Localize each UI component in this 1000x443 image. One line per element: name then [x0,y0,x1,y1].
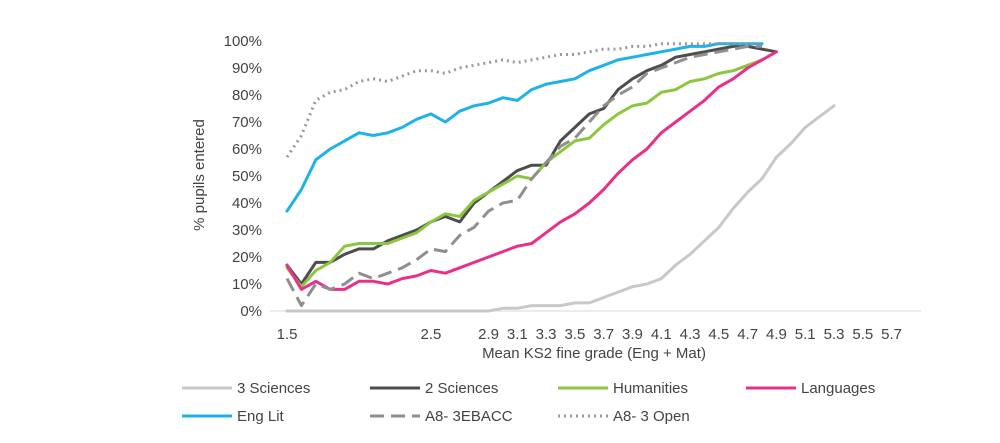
y-tick-label: 90% [232,60,262,77]
x-tick-label: 5.1 [795,326,816,343]
series-line [285,58,764,289]
y-tick-label: 80% [232,87,262,104]
x-tick-label: 5.5 [852,326,873,343]
y-tick-label: 50% [232,168,262,185]
x-tick-label: 4.9 [766,326,787,343]
series-line [285,44,763,308]
y-tick-label: 100% [224,33,262,50]
y-tick-label: 70% [232,114,262,131]
x-tick-label: 4.1 [651,326,672,343]
y-tick-label: 30% [232,222,262,239]
y-tick-label: 10% [232,276,262,293]
x-tick-label: 2.9 [478,326,499,343]
x-tick-label: 4.3 [680,326,701,343]
legend-label: A8- 3 Open [613,408,690,425]
x-tick-label: 3.5 [564,326,585,343]
x-tick-label: 5.3 [824,326,845,343]
legend-label: Languages [801,380,875,397]
y-axis-ticks: 0% 10% 20% 30% 40% 50% 60% 70% 80% 90% 100% [224,33,262,320]
legend-label: 3 Sciences [237,380,310,397]
x-axis-title: Mean KS2 fine grade (Eng + Mat) [482,345,706,362]
x-tick-label: 5.7 [881,326,902,343]
series-line [285,50,778,291]
x-tick-label: 4.7 [737,326,758,343]
series-line [285,104,836,313]
x-tick-label: 3.9 [622,326,643,343]
legend-label: Eng Lit [237,408,285,425]
series-lines [285,42,836,313]
legend-label: A8- 3EBACC [425,408,513,425]
x-axis-ticks: 1.5 2.5 2.9 3.1 3.3 3.5 3.7 3.9 4.1 4.3 4.5 4.7 4.9 5… [277,326,902,343]
legend-label: 2 Sciences [425,380,498,397]
legend: 3 Sciences 2 Sciences Humanities Languages E… [182,380,875,425]
x-tick-label: 3.1 [507,326,528,343]
y-tick-label: 60% [232,141,262,158]
y-tick-label: 20% [232,249,262,266]
y-tick-label: 0% [240,303,262,320]
x-tick-label: 3.7 [593,326,614,343]
x-tick-label: 4.5 [708,326,729,343]
series-line [285,42,764,213]
x-tick-label: 1.5 [277,326,298,343]
x-tick-label: 3.3 [536,326,557,343]
x-tick-label: 2.5 [421,326,442,343]
y-tick-label: 40% [232,195,262,212]
y-axis-title: % pupils entered [191,119,208,231]
series-line [285,44,778,286]
series-line [285,42,763,158]
legend-label: Humanities [613,380,688,397]
